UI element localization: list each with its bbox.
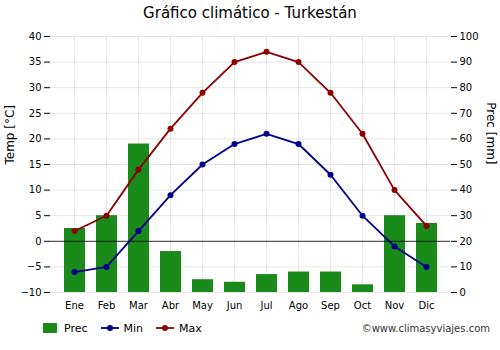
svg-text:Abr: Abr [162,300,180,311]
svg-text:Jun: Jun [226,300,243,311]
svg-text:Ene: Ene [65,300,84,311]
svg-text:Temp [°C]: Temp [°C] [3,105,17,166]
svg-text:Oct: Oct [354,300,371,311]
svg-text:−10: −10 [20,287,41,298]
svg-text:Ago: Ago [289,300,308,311]
svg-text:35: 35 [29,56,42,67]
svg-text:80: 80 [460,82,473,93]
svg-text:30: 30 [29,82,42,93]
svg-text:0: 0 [460,287,466,298]
svg-text:0: 0 [35,236,41,247]
svg-text:−5: −5 [27,261,42,272]
svg-text:Mar: Mar [129,300,149,311]
svg-text:5: 5 [35,210,41,221]
svg-text:20: 20 [460,236,473,247]
svg-text:May: May [192,300,213,311]
svg-text:70: 70 [460,108,473,119]
svg-text:20: 20 [29,133,42,144]
html-text:Min: Min [123,321,144,335]
html-text:Max: Max [179,321,202,335]
svg-text:100: 100 [460,31,479,42]
svg-text:25: 25 [29,108,42,119]
svg-text:Prec [mm]: Prec [mm] [484,102,498,164]
svg-text:40: 40 [29,31,42,42]
svg-text:Jul: Jul [259,300,272,311]
svg-text:40: 40 [460,184,473,195]
svg-text:50: 50 [460,159,473,170]
svg-text:10: 10 [29,184,42,195]
svg-text:60: 60 [460,133,473,144]
html-text:Prec: Prec [64,321,88,335]
html-text:Gráfico climático - Turkestán: Gráfico climático - Turkestán [143,4,357,22]
html-text:©www.climasyviajes.com: ©www.climasyviajes.com [361,322,490,334]
svg-text:Feb: Feb [98,300,116,311]
svg-text:Sep: Sep [321,300,340,311]
svg-text:15: 15 [29,159,42,170]
svg-text:90: 90 [460,56,473,67]
svg-text:Nov: Nov [385,300,405,311]
svg-text:10: 10 [460,261,473,272]
svg-text:30: 30 [460,210,473,221]
svg-text:Dic: Dic [419,300,435,311]
